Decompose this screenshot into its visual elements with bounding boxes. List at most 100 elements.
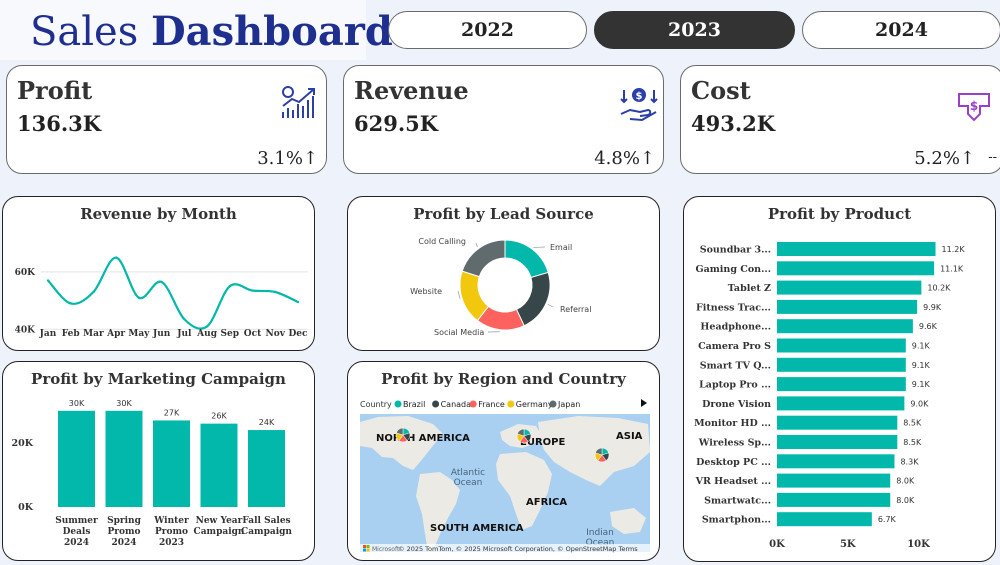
data-point [46, 279, 50, 282]
product-bar [777, 377, 906, 392]
category-label: Deals [63, 527, 91, 537]
y-tick-label: 20K [12, 438, 34, 449]
australia-shape [610, 508, 646, 534]
year-button-2024[interactable]: 2024 [802, 11, 1000, 49]
kpi-value: 136.3K [17, 111, 102, 136]
legend-label: Germany [516, 400, 553, 409]
x-tick-label: Oct [244, 329, 262, 339]
x-tick-label: Sep [221, 329, 240, 339]
data-label: 24K [259, 418, 275, 427]
donut-slice [461, 239, 506, 278]
donut-slice [515, 271, 551, 327]
data-point [274, 290, 277, 294]
campaign-bar [58, 410, 95, 507]
year-button-2022[interactable]: 2022 [388, 11, 587, 49]
category-label: Fitness Trac... [696, 302, 771, 313]
kpi-card-cost: Cost 493.2K 5.2%↑ -- $ [680, 65, 1000, 174]
product-bar [777, 435, 898, 449]
kpi-value: 493.2K [691, 111, 776, 136]
x-tick-label: Dec [288, 329, 308, 339]
slice-label: Referral [560, 305, 591, 314]
product-bar [777, 415, 898, 430]
map-label-africa: AFRICA [526, 497, 567, 508]
campaign-bar [153, 420, 190, 507]
category-label: Smartwatc... [704, 495, 771, 506]
revenue-line-chart[interactable]: 60K 40K Jan Feb Mar Apr May Jun Jul Aug Sep Oct Nov D… [3, 197, 315, 351]
profit-by-region-panel: Profit by Region and Country Country Bra… [347, 361, 660, 561]
donut-slice [504, 239, 549, 279]
category-label: Smart TV Q... [700, 360, 771, 371]
legend-next-arrow-icon[interactable] [641, 399, 647, 407]
ocean-label: Indian [586, 528, 614, 538]
product-bar [777, 512, 872, 527]
microsoft-logo-icon [366, 548, 370, 552]
x-tick-label: Feb [62, 329, 80, 339]
campaign-bar [248, 430, 285, 507]
category-label: Winter [153, 516, 189, 526]
title-bar [0, 0, 366, 60]
south-america-shape [416, 472, 460, 552]
data-label: 9.1K [912, 361, 931, 370]
product-bar-chart[interactable]: Soundbar 3... 11.2K Gaming Con... 11.1K Tabl… [684, 197, 996, 562]
x-tick-label: Aug [196, 329, 218, 339]
cost-down-icon: $ [958, 93, 990, 122]
africa-shape [496, 452, 552, 530]
data-point [69, 302, 72, 305]
kpi-card-revenue: Revenue 629.5K 4.8%↑ $ [343, 65, 664, 174]
x-tick-label: 5K [840, 539, 856, 550]
profit-by-campaign-panel: Profit by Marketing Campaign 20K 0K 30K Sum… [2, 361, 315, 561]
lead-source-donut-chart[interactable]: Email Referral Social Media Website Cold Cal… [348, 197, 660, 351]
legend-label: Brazil [403, 400, 425, 409]
leader-line [457, 290, 461, 299]
microsoft-logo-icon [363, 548, 366, 552]
product-bar [777, 396, 905, 411]
data-label: 10.2K [927, 284, 951, 293]
data-point [114, 256, 118, 259]
product-bar [777, 319, 913, 334]
profit-by-lead-source-panel: Profit by Lead Source Email Referral Socia… [347, 196, 660, 351]
ocean-label: Ocean [586, 538, 615, 548]
category-label: Headphone... [700, 322, 771, 333]
category-label: Laptop Pro ... [699, 380, 771, 391]
data-label: 9.6K [919, 322, 938, 331]
map-attribution[interactable]: © 2025 TomTom, © 2025 Microsoft Corporat… [398, 545, 638, 553]
category-label: VR Headset ... [695, 476, 771, 487]
category-label: Tablet Z [728, 283, 771, 294]
map-pie-slice [517, 428, 525, 437]
category-label: Campaign [241, 527, 292, 537]
legend-swatch [432, 400, 440, 408]
campaign-bar [200, 423, 238, 507]
ocean-label: Atlantic [451, 468, 485, 478]
x-tick-label: Jan [39, 329, 57, 339]
map-brand: Microsoft [372, 546, 400, 553]
campaign-bar-chart[interactable]: 20K0K30KSummerDeals202430KSpringPromo202… [3, 362, 315, 561]
chart-title: Profit by Product [767, 205, 912, 223]
data-label: 9.1K [912, 380, 931, 389]
data-label: 9.9K [923, 303, 942, 312]
data-label: 11.2K [942, 245, 966, 254]
category-label: Campaign [194, 527, 245, 537]
map-label-asia: ASIA [616, 431, 643, 442]
data-label: 6.7K [878, 515, 897, 524]
product-bar [777, 242, 936, 256]
kpi-title: Cost [691, 76, 751, 105]
kpi-delta: 4.8%↑ [594, 148, 655, 169]
map-pie-slice [595, 447, 603, 456]
category-label: Promo [155, 527, 188, 537]
data-point [205, 325, 209, 328]
map-pie-slice [396, 427, 404, 436]
data-label: 30K [116, 399, 132, 408]
year-button-2023[interactable]: 2023 [594, 11, 795, 49]
kpi-title: Revenue [354, 76, 469, 105]
region-map[interactable]: Country Brazil Canada France Germany Japan N… [348, 362, 660, 561]
legend-swatch [549, 400, 557, 408]
map-label-north-america: NORTH AMERICA [376, 433, 470, 444]
map-label-europe: EUROPE [520, 437, 565, 448]
x-tick-label: Apr [106, 329, 125, 339]
data-label: 8.0K [896, 496, 915, 505]
category-label: Monitor HD ... [694, 418, 771, 429]
data-label: 8.5K [903, 438, 922, 447]
x-tick-label: 0K [769, 539, 785, 550]
data-label: 9.0K [910, 399, 929, 408]
slice-label: Cold Calling [418, 237, 466, 246]
